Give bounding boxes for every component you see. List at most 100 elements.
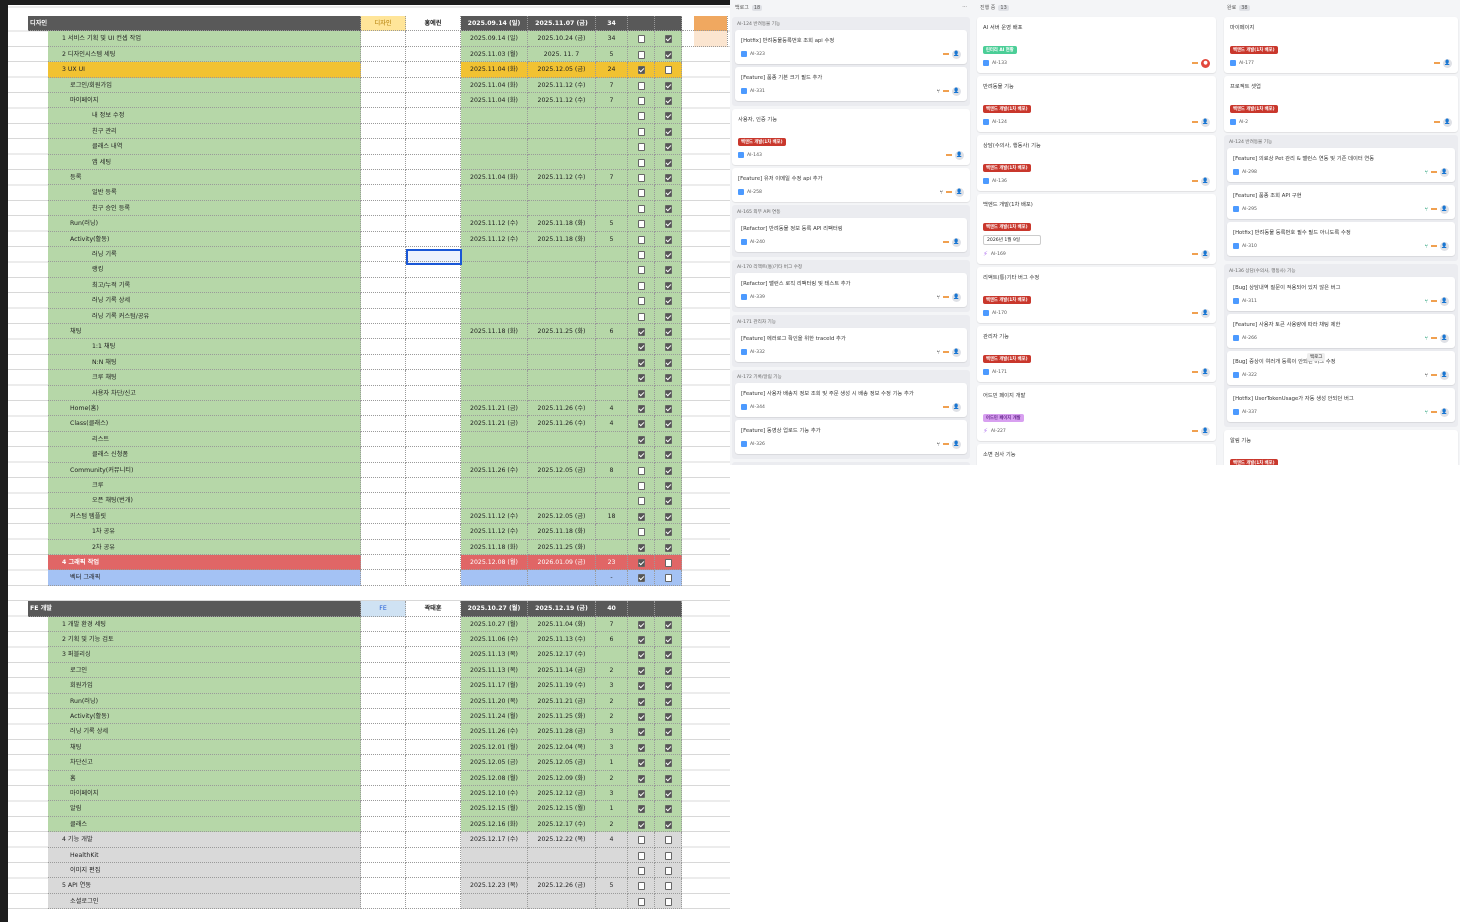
task-name-cell[interactable]: 채팅 — [48, 739, 361, 756]
days-cell[interactable]: 40 — [596, 601, 628, 617]
owner-cell[interactable] — [406, 755, 461, 771]
avatar-icon[interactable]: 👤 — [1201, 117, 1210, 127]
start-date-cell[interactable]: 2025.12.10 (수) — [461, 786, 528, 802]
task-name-cell[interactable]: N:N 채팅 — [48, 354, 361, 371]
days-cell[interactable]: 5 — [596, 878, 628, 894]
checkbox[interactable] — [638, 882, 645, 891]
checkbox[interactable] — [665, 389, 672, 398]
role-cell[interactable] — [361, 62, 406, 78]
days-cell[interactable] — [596, 277, 628, 294]
checkbox[interactable] — [665, 512, 672, 521]
avatar-icon[interactable]: 👤 — [1443, 117, 1452, 127]
checkbox[interactable] — [665, 266, 672, 275]
owner-cell[interactable] — [406, 893, 461, 910]
task-name-cell[interactable]: 마이페이지 — [48, 93, 361, 109]
days-cell[interactable]: 3 — [596, 739, 628, 756]
start-date-cell[interactable]: 2025.11.04 (화) — [461, 77, 528, 93]
days-cell[interactable] — [596, 154, 628, 170]
issue-key[interactable]: AI-136 — [992, 178, 1007, 184]
owner-cell[interactable]: 곽태훈 — [406, 601, 461, 617]
checkbox[interactable] — [665, 620, 672, 629]
checkbox[interactable] — [665, 651, 672, 660]
issue-card[interactable]: 프로젝트 셋업 백엔드 개발(1차 배포) AI-2 👤 — [1224, 76, 1458, 132]
days-cell[interactable] — [596, 524, 628, 540]
avatar-icon[interactable]: 👤 — [952, 347, 961, 357]
issue-card[interactable]: [Feature] 의료상 Pet 관리 & 밸런스 연동 및 기존 데이터 연… — [1227, 148, 1455, 182]
role-cell[interactable] — [361, 277, 406, 294]
start-date-cell[interactable]: 2025.12.15 (월) — [461, 801, 528, 817]
start-date-cell[interactable]: 2025.11.18 (화) — [461, 539, 528, 555]
checkbox[interactable] — [665, 805, 672, 814]
days-cell[interactable]: 1 — [596, 755, 628, 771]
days-cell[interactable]: 3 — [596, 786, 628, 802]
role-cell[interactable] — [361, 123, 406, 140]
task-name-cell[interactable]: 로그인/회원가입 — [48, 77, 361, 93]
days-cell[interactable] — [596, 370, 628, 386]
days-cell[interactable]: 4 — [596, 832, 628, 848]
end-date-cell[interactable]: 2025.11.25 (화) — [528, 539, 596, 555]
checkbox[interactable] — [638, 759, 645, 768]
group-title[interactable]: AI-136 상담(수의사, 행동사) 기능 — [1229, 269, 1296, 274]
checkbox[interactable] — [638, 266, 645, 275]
task-name-cell[interactable]: 앱 세팅 — [48, 154, 361, 170]
task-name-cell[interactable]: 1 개발 환경 세팅 — [48, 616, 361, 632]
checkbox[interactable] — [638, 405, 645, 413]
role-cell[interactable] — [361, 770, 406, 786]
checkbox[interactable] — [638, 497, 645, 506]
end-date-cell[interactable]: 2025.12.15 (월) — [528, 801, 596, 817]
days-cell[interactable]: 5 — [596, 231, 628, 247]
end-date-cell[interactable] — [528, 893, 596, 910]
checkbox[interactable] — [638, 220, 645, 229]
start-date-cell[interactable] — [461, 893, 528, 910]
owner-cell[interactable] — [406, 123, 461, 140]
checkbox[interactable] — [638, 559, 645, 567]
role-cell[interactable] — [361, 709, 406, 725]
avatar-icon[interactable]: 👤 — [1201, 426, 1210, 436]
issue-card[interactable]: [Feature] 에러로그 확인을 위한 traceId 추가 AI-332 ⑂ 👤 — [735, 328, 967, 362]
checkbox[interactable] — [665, 281, 672, 290]
days-cell[interactable] — [596, 893, 628, 910]
days-cell[interactable] — [596, 447, 628, 463]
end-date-cell[interactable] — [528, 123, 596, 140]
task-name-cell[interactable]: 클래스 신청폼 — [48, 447, 361, 463]
checkbox[interactable] — [638, 574, 645, 583]
end-date-cell[interactable] — [528, 354, 596, 371]
owner-cell[interactable] — [406, 62, 461, 78]
more-icon[interactable]: ··· — [962, 4, 967, 10]
checkbox[interactable] — [638, 543, 645, 552]
checkbox[interactable] — [665, 897, 672, 906]
checkbox[interactable] — [638, 312, 645, 321]
checkbox[interactable] — [638, 528, 645, 537]
start-date-cell[interactable]: 2025.11.12 (수) — [461, 216, 528, 232]
role-cell[interactable] — [361, 416, 406, 432]
checkbox[interactable] — [665, 35, 672, 44]
task-name-cell[interactable]: Activity(활동) — [48, 231, 361, 247]
checkbox[interactable] — [665, 713, 672, 721]
task-name-cell[interactable]: HealthKit — [48, 847, 361, 863]
start-date-cell[interactable] — [461, 123, 528, 140]
end-date-cell[interactable] — [528, 185, 596, 201]
role-cell[interactable] — [361, 200, 406, 217]
side-cell[interactable] — [682, 16, 728, 32]
task-name-cell[interactable]: Run(러닝) — [48, 216, 361, 232]
task-name-cell[interactable]: 1차 공유 — [48, 524, 361, 540]
start-date-cell[interactable]: 2025.11.04 (화) — [461, 62, 528, 78]
checkbox[interactable] — [665, 328, 672, 336]
avatar-icon[interactable]: 👤 — [952, 237, 961, 247]
days-cell[interactable]: 7 — [596, 93, 628, 109]
role-cell[interactable] — [361, 863, 406, 879]
task-name-cell[interactable]: Class(클래스) — [48, 416, 361, 432]
checkbox[interactable] — [665, 559, 672, 567]
issue-card[interactable]: [Feature] 동영상 업로드 기능 추가 AI-326 ⑂ 👤 — [735, 420, 967, 454]
days-cell[interactable] — [596, 647, 628, 663]
task-name-cell[interactable]: 2 디자인시스템 세팅 — [48, 46, 361, 63]
days-cell[interactable]: 23 — [596, 555, 628, 571]
checkbox[interactable] — [638, 204, 645, 213]
owner-cell[interactable] — [406, 647, 461, 663]
start-date-cell[interactable] — [461, 385, 528, 401]
start-date-cell[interactable] — [461, 200, 528, 217]
checkbox[interactable] — [638, 682, 645, 691]
days-cell[interactable]: 8 — [596, 462, 628, 478]
task-name-cell[interactable]: 클래스 — [48, 816, 361, 833]
checkbox[interactable] — [665, 836, 672, 845]
